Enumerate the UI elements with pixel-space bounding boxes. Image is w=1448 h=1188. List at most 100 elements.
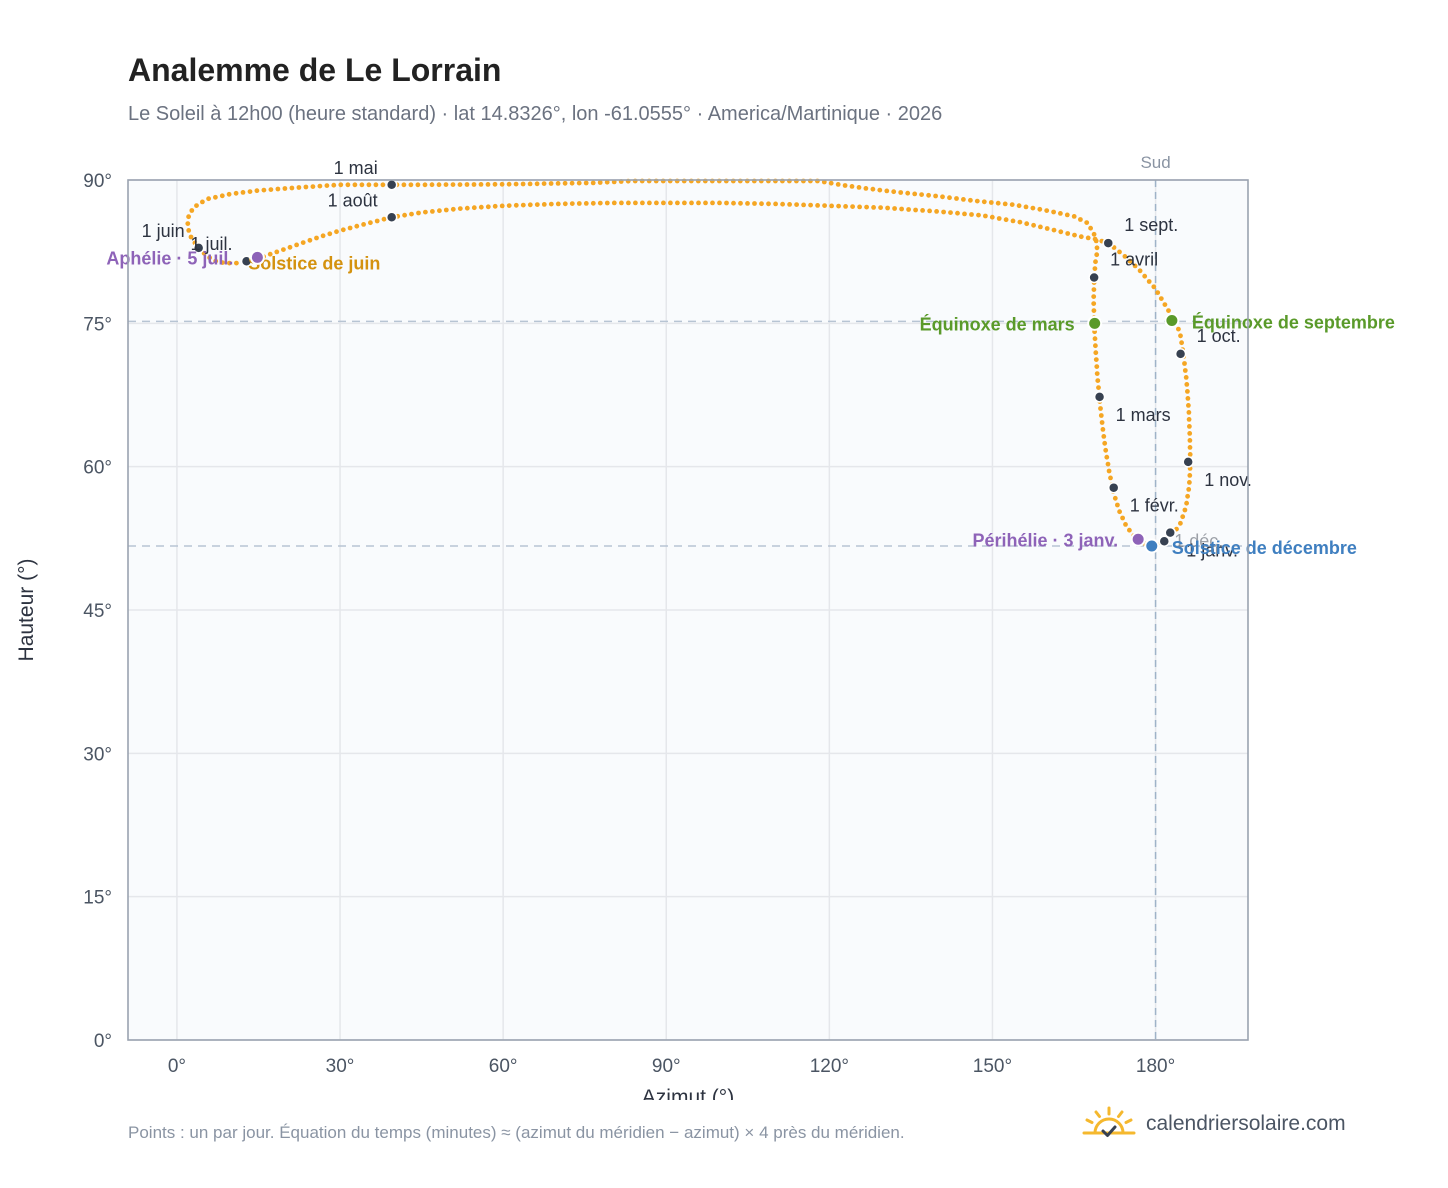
x-tick-label: 0° (168, 1056, 186, 1077)
daily-sun-position (303, 184, 309, 190)
month-label: 1 oct. (1197, 326, 1241, 346)
daily-sun-position (759, 201, 764, 207)
daily-sun-position (934, 209, 939, 214)
daily-sun-position (374, 218, 380, 224)
daily-sun-position (506, 181, 512, 187)
daily-sun-position (485, 204, 491, 210)
daily-sun-position (1142, 273, 1148, 279)
daily-sun-position (940, 194, 945, 200)
month-marker (1182, 456, 1194, 468)
daily-sun-position (1185, 493, 1190, 499)
daily-sun-position (352, 182, 358, 188)
month-label: 1 janv. (1186, 541, 1238, 561)
daily-sun-position (409, 211, 414, 217)
daily-sun-position (1108, 475, 1113, 481)
daily-sun-position (1017, 219, 1023, 225)
daily-sun-position (1104, 454, 1110, 460)
daily-sun-position (989, 214, 995, 220)
daily-sun-position (207, 255, 213, 261)
brand-link[interactable]: calendriersolaire.com (1082, 1104, 1346, 1144)
daily-sun-position (1098, 413, 1104, 418)
daily-sun-position (1092, 236, 1098, 242)
daily-sun-position (261, 187, 267, 193)
daily-sun-position (520, 202, 526, 208)
daily-sun-position (968, 197, 973, 203)
daily-sun-position (597, 200, 603, 206)
y-tick-label: 30° (83, 744, 112, 765)
daily-sun-position (1158, 296, 1164, 301)
y-tick-label: 75° (83, 314, 112, 335)
daily-sun-position (294, 242, 299, 248)
event-label: Périhélie · 3 janv. (972, 530, 1118, 550)
daily-sun-position (1101, 434, 1107, 439)
daily-sun-position (863, 186, 869, 191)
x-tick-label: 180° (1136, 1056, 1175, 1077)
daily-sun-position (541, 202, 547, 207)
daily-sun-position (422, 182, 428, 188)
daily-sun-position (1146, 279, 1152, 284)
daily-sun-position (983, 213, 988, 219)
daily-sun-position (464, 182, 470, 187)
daily-sun-position (864, 204, 869, 210)
daily-sun-position (842, 183, 848, 188)
daily-sun-position (366, 182, 372, 188)
month-marker (1102, 237, 1115, 249)
event-marker (249, 249, 265, 265)
daily-sun-position (849, 184, 855, 189)
daily-sun-position (1162, 302, 1168, 307)
daily-sun-position (471, 205, 477, 211)
daily-sun-position (1094, 245, 1100, 251)
daily-sun-position (423, 209, 428, 215)
daily-sun-position (1184, 500, 1189, 506)
daily-sun-position (885, 205, 890, 211)
daily-sun-position (1137, 268, 1143, 274)
daily-sun-position (1051, 227, 1057, 233)
daily-sun-position (1187, 480, 1192, 485)
daily-sun-position (891, 189, 897, 195)
daily-sun-position (1003, 217, 1009, 223)
month-marker (1164, 526, 1177, 539)
daily-sun-position (1187, 438, 1193, 443)
x-tick-label: 120° (810, 1056, 849, 1077)
daily-sun-position (955, 210, 960, 216)
daily-sun-position (334, 229, 339, 235)
daily-sun-position (1091, 294, 1097, 299)
daily-sun-position (1182, 507, 1188, 513)
daily-sun-position (948, 210, 953, 216)
daily-sun-position (836, 203, 841, 209)
daily-sun-position (443, 207, 449, 213)
daily-sun-position (850, 204, 855, 210)
daily-sun-position (745, 201, 750, 206)
daily-sun-position (492, 203, 498, 209)
daily-sun-position (773, 201, 778, 207)
daily-sun-position (1120, 515, 1125, 521)
daily-sun-position (1099, 420, 1105, 425)
daily-sun-position (194, 203, 199, 209)
grid-lines (128, 179, 1248, 1041)
daily-sun-position (314, 235, 319, 241)
daily-sun-position (1184, 382, 1190, 387)
daily-sun-position (1078, 217, 1083, 222)
daily-sun-position (604, 179, 610, 185)
month-label: 1 févr. (1130, 496, 1179, 516)
daily-sun-position (981, 199, 987, 205)
daily-sun-position (1182, 361, 1187, 366)
daily-sun-position (478, 204, 484, 210)
daily-sun-position (1186, 403, 1191, 408)
daily-sun-position (815, 203, 820, 208)
daily-sun-position (274, 249, 280, 255)
event-label: Solstice de juin (248, 253, 380, 273)
daily-sun-position (766, 201, 771, 207)
daily-sun-position (186, 214, 192, 220)
daily-sun-position (464, 205, 470, 211)
daily-sun-position (905, 190, 911, 196)
daily-sun-position (1091, 308, 1097, 313)
daily-sun-position (724, 200, 729, 206)
daily-sun-position (240, 190, 246, 195)
daily-sun-position (843, 204, 848, 209)
daily-sun-position (1030, 205, 1036, 211)
daily-sun-position (626, 200, 631, 206)
daily-sun-position (961, 197, 966, 202)
daily-sun-position (1094, 252, 1100, 258)
daily-sun-position (962, 211, 967, 217)
